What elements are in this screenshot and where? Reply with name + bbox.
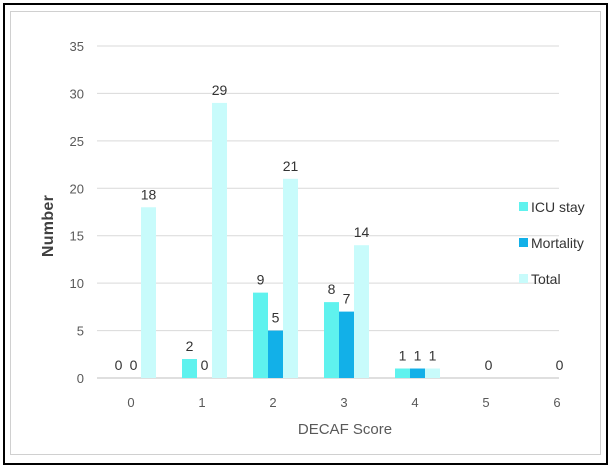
bar-total-1 — [212, 102, 227, 379]
x-tick-label: 3 — [340, 395, 347, 410]
data-label: 0 — [201, 357, 209, 373]
x-tick-label: 2 — [269, 395, 276, 410]
gridlines — [97, 45, 559, 379]
data-label: 8 — [328, 281, 336, 297]
x-axis-title: DECAF Score — [298, 421, 392, 438]
bar-icu-stay-3 — [324, 302, 339, 378]
y-tick-label: 0 — [77, 371, 84, 386]
legend-swatch — [519, 202, 528, 211]
data-label: 1 — [414, 348, 422, 364]
data-label: 0 — [115, 357, 123, 373]
bar-total-0 — [141, 207, 156, 378]
bar-mortality-3 — [339, 311, 354, 378]
bar-icu-stay-2 — [253, 292, 268, 378]
y-tick-label: 5 — [77, 324, 84, 339]
legend-label: Total — [531, 271, 561, 287]
data-label: 5 — [272, 310, 280, 326]
y-tick-label: 20 — [70, 181, 84, 196]
data-label: 1 — [399, 348, 407, 364]
data-label: 29 — [212, 82, 228, 98]
legend-label: ICU stay — [531, 199, 585, 215]
x-tick-label: 5 — [482, 395, 489, 410]
bar-icu-stay-4 — [395, 368, 410, 378]
data-label: 9 — [257, 272, 265, 288]
data-label: 0 — [485, 357, 493, 373]
y-axis-ticks: 0 5 10 15 20 25 30 35 — [70, 39, 84, 386]
y-tick-label: 25 — [70, 134, 84, 149]
bar-total-4 — [425, 368, 440, 378]
y-tick-label: 30 — [70, 86, 84, 101]
y-tick-label: 35 — [70, 39, 84, 54]
data-label: 7 — [343, 291, 351, 307]
x-tick-label: 0 — [127, 395, 134, 410]
data-label: 2 — [186, 338, 194, 354]
x-tick-label: 6 — [553, 395, 560, 410]
x-tick-label: 4 — [411, 395, 418, 410]
y-tick-label: 15 — [70, 229, 84, 244]
legend-swatch — [519, 274, 528, 283]
bars — [141, 102, 440, 379]
data-label: 14 — [354, 224, 370, 240]
legend-swatch — [519, 238, 528, 247]
bar-total-3 — [354, 245, 369, 378]
legend: ICU stay Mortality Total — [519, 199, 585, 287]
x-tick-label: 1 — [198, 395, 205, 410]
bar-total-2 — [283, 178, 298, 378]
data-label: 0 — [556, 357, 564, 373]
data-label: 21 — [283, 158, 299, 174]
x-axis-ticks: 0 1 2 3 4 5 6 — [127, 395, 560, 410]
bar-mortality-4 — [410, 368, 425, 378]
y-tick-label: 10 — [70, 276, 84, 291]
data-label: 18 — [141, 186, 157, 202]
data-label: 1 — [429, 348, 437, 364]
bar-mortality-2 — [268, 330, 283, 378]
bar-icu-stay-1 — [182, 359, 197, 378]
data-label: 0 — [130, 357, 138, 373]
y-axis-title: Number — [40, 195, 57, 257]
legend-label: Mortality — [531, 235, 584, 251]
